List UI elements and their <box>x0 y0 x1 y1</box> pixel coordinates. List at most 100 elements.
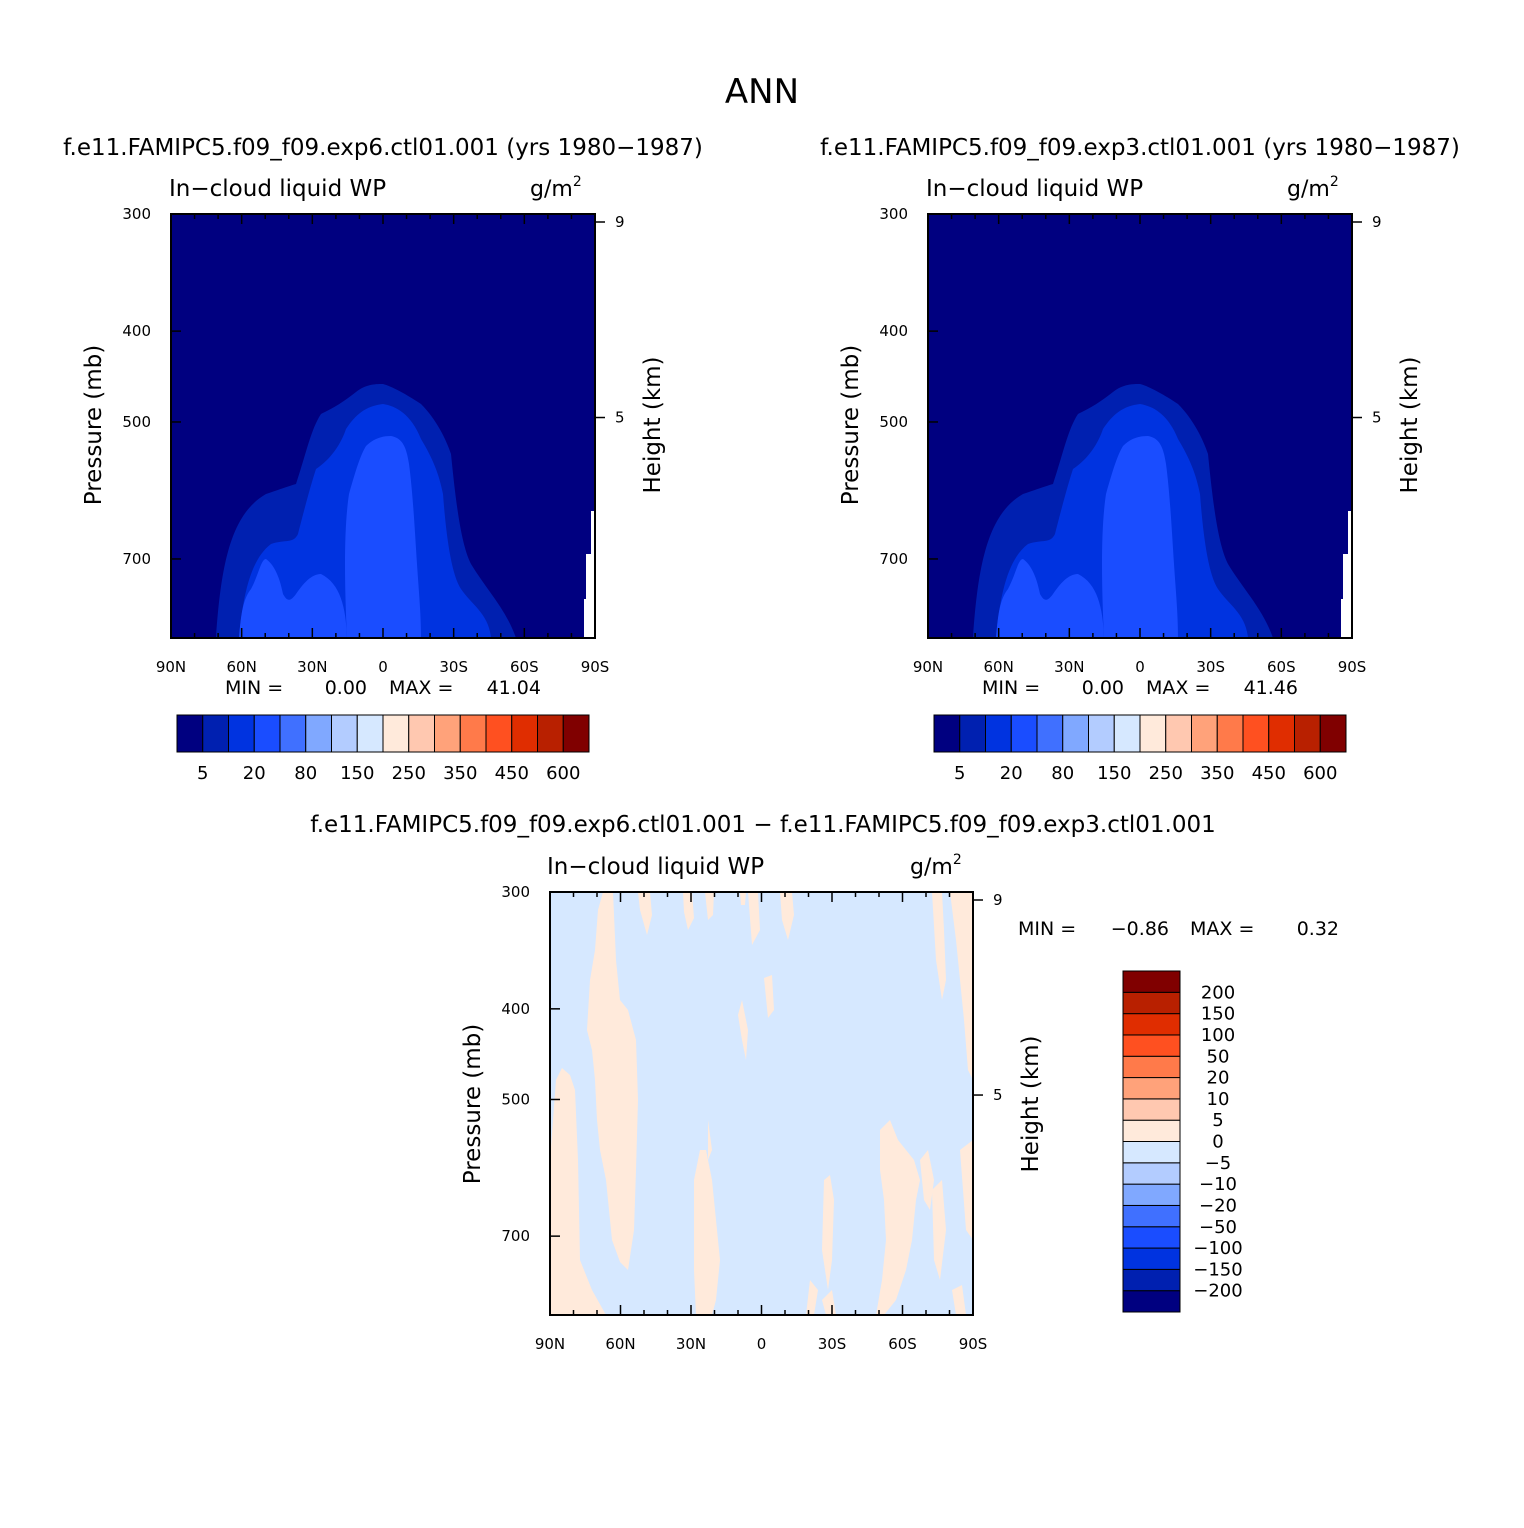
panel-3-units-base: g/m <box>910 855 953 880</box>
y2-tick-label: 9 <box>993 891 1003 909</box>
colorbar-swatch <box>933 714 961 753</box>
colorbar-label: 80 <box>1051 763 1074 784</box>
colorbar-label: 80 <box>294 763 317 784</box>
y-tick-label: 700 <box>501 1227 530 1245</box>
colorbar-label: 5 <box>1212 1110 1223 1131</box>
colorbar-swatch <box>511 714 538 753</box>
panel-1-units-sup: 2 <box>573 174 582 190</box>
colorbar-swatch <box>1062 714 1089 753</box>
colorbar-swatch <box>331 714 358 753</box>
y-tick-label: 700 <box>879 550 908 568</box>
y2-tick-label: 9 <box>615 213 625 231</box>
panel-2-variable: In−cloud liquid WP <box>926 176 1143 202</box>
colorbar-label: −50 <box>1199 1217 1237 1238</box>
panel-1-min-label: MIN = <box>225 677 283 699</box>
panel-1-y2label: Height (km) <box>640 356 666 493</box>
x-tick-label: 30S <box>439 658 468 676</box>
colorbar-swatch <box>1113 714 1141 753</box>
colorbar-label: 350 <box>443 763 477 784</box>
colorbar-label: 350 <box>1200 763 1234 784</box>
panel-1-case-title: f.e11.FAMIPC5.f09_f09.exp6.ctl01.001 (yr… <box>63 135 703 161</box>
x-tick-label: 60N <box>984 658 1014 676</box>
panel-1-max-label: MAX = <box>389 677 453 699</box>
colorbar-swatch <box>253 714 281 753</box>
colorbar-swatch <box>356 714 384 753</box>
y-tick-label: 700 <box>122 550 151 568</box>
colorbar-label: 150 <box>1097 763 1131 784</box>
panel-2-max-value: 41.46 <box>1244 677 1298 699</box>
panel-3-y2label: Height (km) <box>1018 1035 1044 1172</box>
colorbar-label: 50 <box>1207 1046 1230 1067</box>
colorbar-swatch <box>985 714 1012 753</box>
panel-3-min-label: MIN = <box>1018 918 1076 940</box>
colorbar-label: 20 <box>1000 763 1023 784</box>
x-tick-label: 30S <box>1196 658 1225 676</box>
x-tick-label: 90N <box>156 658 186 676</box>
panel-3: f.e11.FAMIPC5.f09_f09.exp6.ctl01.001 − f… <box>310 812 1339 1353</box>
colorbar-label: 0 <box>1212 1132 1223 1153</box>
y2-tick-label: 5 <box>615 409 625 427</box>
colorbar-swatch <box>1242 714 1270 753</box>
panel-2: f.e11.FAMIPC5.f09_f09.exp3.ctl01.001 (yr… <box>820 135 1460 784</box>
x-tick-label: 90N <box>535 1335 565 1353</box>
x-tick-label: 60S <box>510 658 539 676</box>
y2-tick-label: 9 <box>1372 213 1382 231</box>
colorbar-swatch <box>382 714 410 753</box>
panel-1-variable: In−cloud liquid WP <box>169 176 386 202</box>
colorbar-label: 250 <box>1149 763 1183 784</box>
x-tick-label: 90S <box>959 1335 988 1353</box>
panel-3-ylabel: Pressure (mb) <box>460 1024 486 1184</box>
colorbar-swatch <box>1122 991 1181 1015</box>
panel-1-ylabel: Pressure (mb) <box>81 345 107 505</box>
panel-1-units: g/m2 <box>530 174 582 202</box>
colorbar-swatch <box>1165 714 1192 753</box>
x-tick-label: 0 <box>1135 658 1145 676</box>
panel-3-min-value: −0.86 <box>1111 918 1169 940</box>
colorbar-swatch <box>1191 714 1218 753</box>
panel-2-y2label: Height (km) <box>1397 356 1423 493</box>
colorbar-swatch <box>1036 714 1064 753</box>
y-tick-label: 400 <box>501 1000 530 1018</box>
panel-3-field <box>550 892 973 1315</box>
colorbar-swatch <box>562 714 590 753</box>
panel-3-max-value: 0.32 <box>1297 918 1339 940</box>
y-tick-label: 500 <box>501 1090 530 1108</box>
x-tick-label: 90N <box>913 658 943 676</box>
x-tick-label: 60S <box>1267 658 1296 676</box>
colorbar-label: −200 <box>1193 1281 1242 1302</box>
colorbar-label: 600 <box>546 763 580 784</box>
colorbar-swatch <box>485 714 513 753</box>
panel-1-units-base: g/m <box>530 177 573 202</box>
x-tick-label: 30N <box>676 1335 706 1353</box>
x-tick-label: 0 <box>757 1335 767 1353</box>
colorbar-label: −20 <box>1199 1195 1237 1216</box>
panel-3-units-sup: 2 <box>953 852 962 868</box>
colorbar-swatch <box>1122 1098 1181 1121</box>
colorbar-swatch <box>959 714 986 753</box>
panel-3-ticks: 90N 60N 30N 0 30S 60S 90S 300 400 500 700 9 5 <box>501 883 1002 1353</box>
colorbar-swatch <box>1122 1268 1181 1292</box>
colorbar-swatch <box>1319 714 1347 753</box>
panel-2-ticks: 90N 60N 30N 0 30S 60S 90S 300 400 500 700 9 5 <box>879 205 1381 676</box>
panel-3-variable: In−cloud liquid WP <box>547 854 764 880</box>
panel-1-ticks: 90N 60N 30N 0 30S 60S 90S 300 400 500 700 9 5 <box>122 205 624 676</box>
colorbar-swatch <box>1268 714 1295 753</box>
colorbar-label: 450 <box>495 763 529 784</box>
colorbar-swatch <box>1122 1077 1181 1100</box>
panel-3-max-label: MAX = <box>1190 918 1254 940</box>
panel-2-case-title: f.e11.FAMIPC5.f09_f09.exp3.ctl01.001 (yr… <box>820 135 1460 161</box>
colorbar-swatch <box>1122 1162 1181 1185</box>
colorbar-swatch <box>408 714 435 753</box>
colorbar-swatch <box>1122 1141 1181 1164</box>
colorbar-swatch <box>1216 714 1244 753</box>
colorbar-swatch <box>1088 714 1115 753</box>
colorbar-label: 100 <box>1201 1025 1235 1046</box>
panel-2-units-sup: 2 <box>1330 174 1339 190</box>
colorbar-swatch <box>1122 970 1181 993</box>
panel-2-colorbar: 5 20 80 150 250 350 450 600 <box>933 714 1347 784</box>
panel-2-units-base: g/m <box>1287 177 1330 202</box>
colorbar-label: 150 <box>340 763 374 784</box>
colorbar-label: −5 <box>1205 1153 1232 1174</box>
